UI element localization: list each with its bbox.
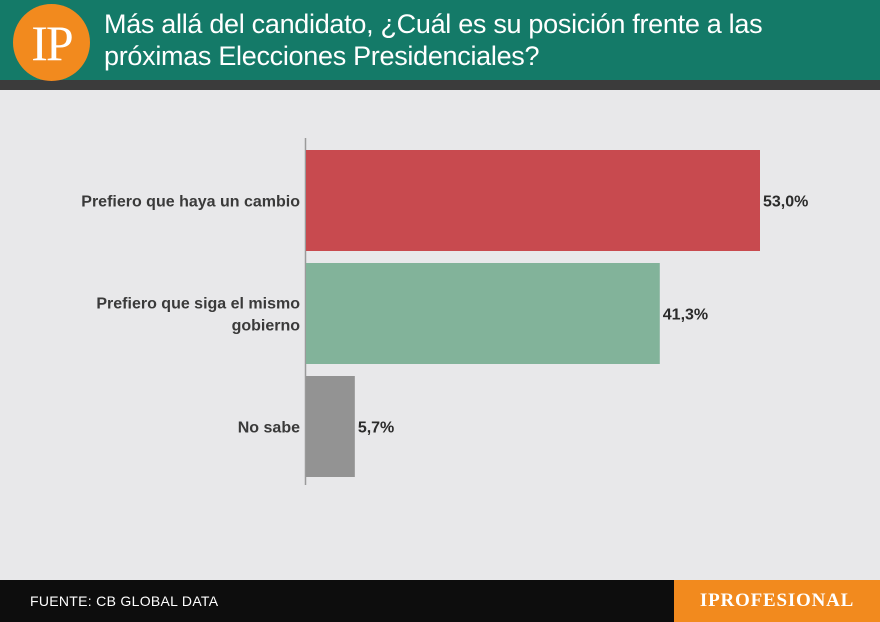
page-title: Más allá del candidato, ¿Cuál es su posi… (104, 8, 864, 72)
title-line-2: próximas Elecciones Presidenciales? (104, 41, 540, 71)
bar-value-label-0: 53,0% (763, 194, 808, 211)
header-bar (0, 0, 880, 82)
bar-value-label-2: 5,7% (358, 420, 394, 437)
category-label-0-0: Prefiero que haya un cambio (81, 194, 300, 211)
title-line-1: Más allá del candidato, ¿Cuál es su posi… (104, 9, 763, 39)
ip-logo: IP (13, 4, 90, 81)
category-label-1-0: Prefiero que siga el mismo (96, 296, 300, 313)
iprofesional-brand: IPROFESIONAL (674, 580, 880, 622)
bar-value-label-1: 41,3% (663, 307, 708, 324)
bar-1 (306, 263, 660, 364)
category-label-1-1: gobierno (232, 318, 301, 335)
bar-chart: 53,0% Prefiero que haya un cambio 41,3% Pre… (81, 138, 808, 485)
header-divider (0, 80, 880, 90)
source-note: FUENTE: CB GLOBAL DATA (30, 593, 219, 609)
category-label-2-0: No sabe (238, 420, 300, 437)
bar-2 (306, 376, 355, 477)
bar-0 (306, 150, 760, 251)
